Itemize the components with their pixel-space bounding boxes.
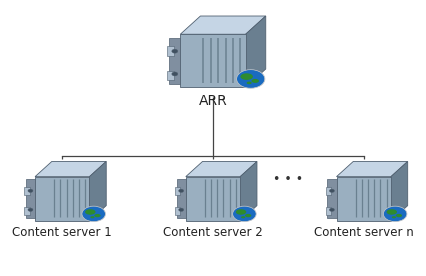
- Polygon shape: [391, 161, 408, 221]
- Bar: [325, 207, 331, 215]
- Bar: [167, 71, 174, 80]
- Circle shape: [383, 206, 407, 222]
- Circle shape: [172, 49, 178, 53]
- Polygon shape: [186, 161, 257, 177]
- Bar: [175, 207, 181, 215]
- Bar: [24, 207, 30, 215]
- Circle shape: [28, 189, 33, 192]
- Bar: [167, 46, 174, 56]
- Circle shape: [81, 206, 106, 222]
- Circle shape: [178, 189, 184, 192]
- Ellipse shape: [247, 82, 252, 84]
- Circle shape: [28, 208, 33, 211]
- Bar: [169, 38, 180, 84]
- Bar: [180, 34, 246, 87]
- Circle shape: [233, 206, 256, 222]
- Text: Content server 2: Content server 2: [163, 226, 263, 239]
- Polygon shape: [35, 161, 106, 177]
- Bar: [24, 187, 30, 195]
- Polygon shape: [180, 16, 266, 34]
- Ellipse shape: [94, 214, 101, 217]
- Bar: [176, 179, 186, 218]
- Circle shape: [383, 206, 407, 222]
- Ellipse shape: [240, 73, 253, 80]
- Polygon shape: [246, 16, 266, 87]
- Circle shape: [329, 189, 334, 192]
- Bar: [327, 179, 337, 218]
- Ellipse shape: [236, 209, 246, 215]
- Circle shape: [236, 70, 265, 88]
- Bar: [35, 177, 89, 221]
- Circle shape: [232, 206, 257, 222]
- Circle shape: [82, 206, 105, 222]
- Polygon shape: [240, 161, 257, 221]
- Polygon shape: [89, 161, 106, 221]
- Circle shape: [172, 72, 178, 76]
- Text: Content server n: Content server n: [314, 226, 414, 239]
- Ellipse shape: [386, 209, 397, 215]
- Ellipse shape: [396, 214, 402, 217]
- Ellipse shape: [251, 79, 259, 83]
- Text: Content server 1: Content server 1: [12, 226, 112, 239]
- Ellipse shape: [245, 214, 251, 217]
- Bar: [175, 187, 181, 195]
- Circle shape: [178, 208, 184, 211]
- Ellipse shape: [241, 216, 245, 218]
- Bar: [337, 177, 391, 221]
- Ellipse shape: [392, 216, 396, 218]
- Ellipse shape: [85, 209, 95, 215]
- Text: ARR: ARR: [199, 94, 227, 108]
- Bar: [186, 177, 240, 221]
- Ellipse shape: [90, 216, 95, 218]
- Bar: [325, 187, 331, 195]
- Bar: [26, 179, 35, 218]
- Text: • • •: • • •: [273, 173, 303, 186]
- Polygon shape: [337, 161, 408, 177]
- Circle shape: [329, 208, 334, 211]
- Circle shape: [236, 69, 265, 89]
